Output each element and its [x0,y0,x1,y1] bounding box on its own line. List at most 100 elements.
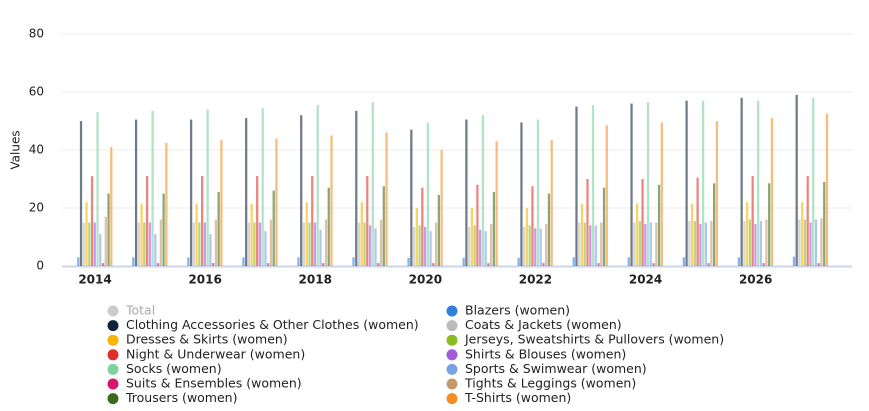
legend-label: Coats & Jackets (women) [465,317,622,332]
bar [586,179,589,266]
bar [523,226,526,266]
bar [701,100,705,266]
bar [324,219,328,266]
bar [330,135,333,266]
bar [545,223,548,266]
bar [602,187,606,266]
bar [432,263,435,266]
bar [385,132,388,266]
y-tick-label: 40 [29,143,44,157]
bar [258,222,262,266]
bar [492,192,496,266]
bar [470,208,474,266]
legend-marker [446,378,458,390]
bar [770,118,774,266]
legend-marker [446,305,458,317]
bar [148,222,151,266]
bar [682,257,685,266]
bar [308,222,311,266]
bar [423,226,427,266]
bar [154,234,157,266]
bar [140,203,143,266]
bar [462,257,465,266]
bar [655,222,658,266]
bar [132,257,135,266]
bar [322,263,325,266]
bar [644,223,647,266]
bar [641,179,644,266]
legend-marker [107,378,119,390]
bar [737,257,741,266]
bar [707,263,710,266]
bar [688,221,691,266]
bar [377,263,380,266]
legend-marker [446,393,458,405]
bar [189,119,193,266]
bar [531,186,534,266]
bar [685,100,688,266]
bar [740,97,743,266]
y-tick-label: 0 [36,259,44,273]
bar [195,203,198,266]
legend-label: Night & Underwear (women) [126,346,305,361]
legend-marker [107,349,119,361]
bar [539,228,542,266]
bar [638,221,641,266]
legend-label: Tights & Leggings (women) [464,376,636,391]
x-tick-label: 2026 [739,273,772,287]
x-tick-label: 2016 [188,273,221,287]
legend-marker [446,363,458,375]
x-tick-label: 2018 [299,273,332,287]
x-tick-label: 2014 [78,273,111,287]
bar [363,222,366,266]
legend-marker [107,393,119,405]
bar [536,119,540,266]
legend-label: Shirts & Blouses (women) [465,346,626,361]
bar [476,184,479,266]
bar [525,208,529,266]
bar [746,202,749,266]
bar [209,234,212,266]
bar [201,176,204,266]
bar [192,222,196,266]
bar [203,222,207,266]
x-tick-label: 2020 [409,273,442,287]
bar [220,139,223,266]
bar [630,103,633,266]
bar [597,263,600,266]
bar [101,263,105,266]
bar [352,257,355,266]
bar [374,228,377,266]
bar [580,203,584,266]
legend-label: T-Shirts (women) [464,390,571,405]
bar [107,193,110,266]
bar [327,187,330,266]
bar [429,231,432,266]
bar [754,223,757,266]
bar [96,112,99,266]
bar [759,221,763,266]
bar [757,100,760,266]
legend-marker [107,320,119,332]
bar [110,147,113,266]
bar [302,222,306,266]
bar [165,142,168,266]
bar [594,225,597,266]
bar [382,186,385,266]
bar [575,106,578,266]
bar [534,228,537,266]
bar [410,129,413,266]
bar [649,222,652,266]
bar [371,102,374,267]
bar [517,257,520,266]
bar [657,184,661,266]
bar [479,229,482,266]
bar [484,231,487,266]
bar [379,219,383,266]
bar [633,222,636,266]
bar [264,231,267,266]
y-tick-label: 20 [29,201,44,215]
bar [250,203,253,266]
bar [311,176,314,266]
bar [79,121,83,266]
